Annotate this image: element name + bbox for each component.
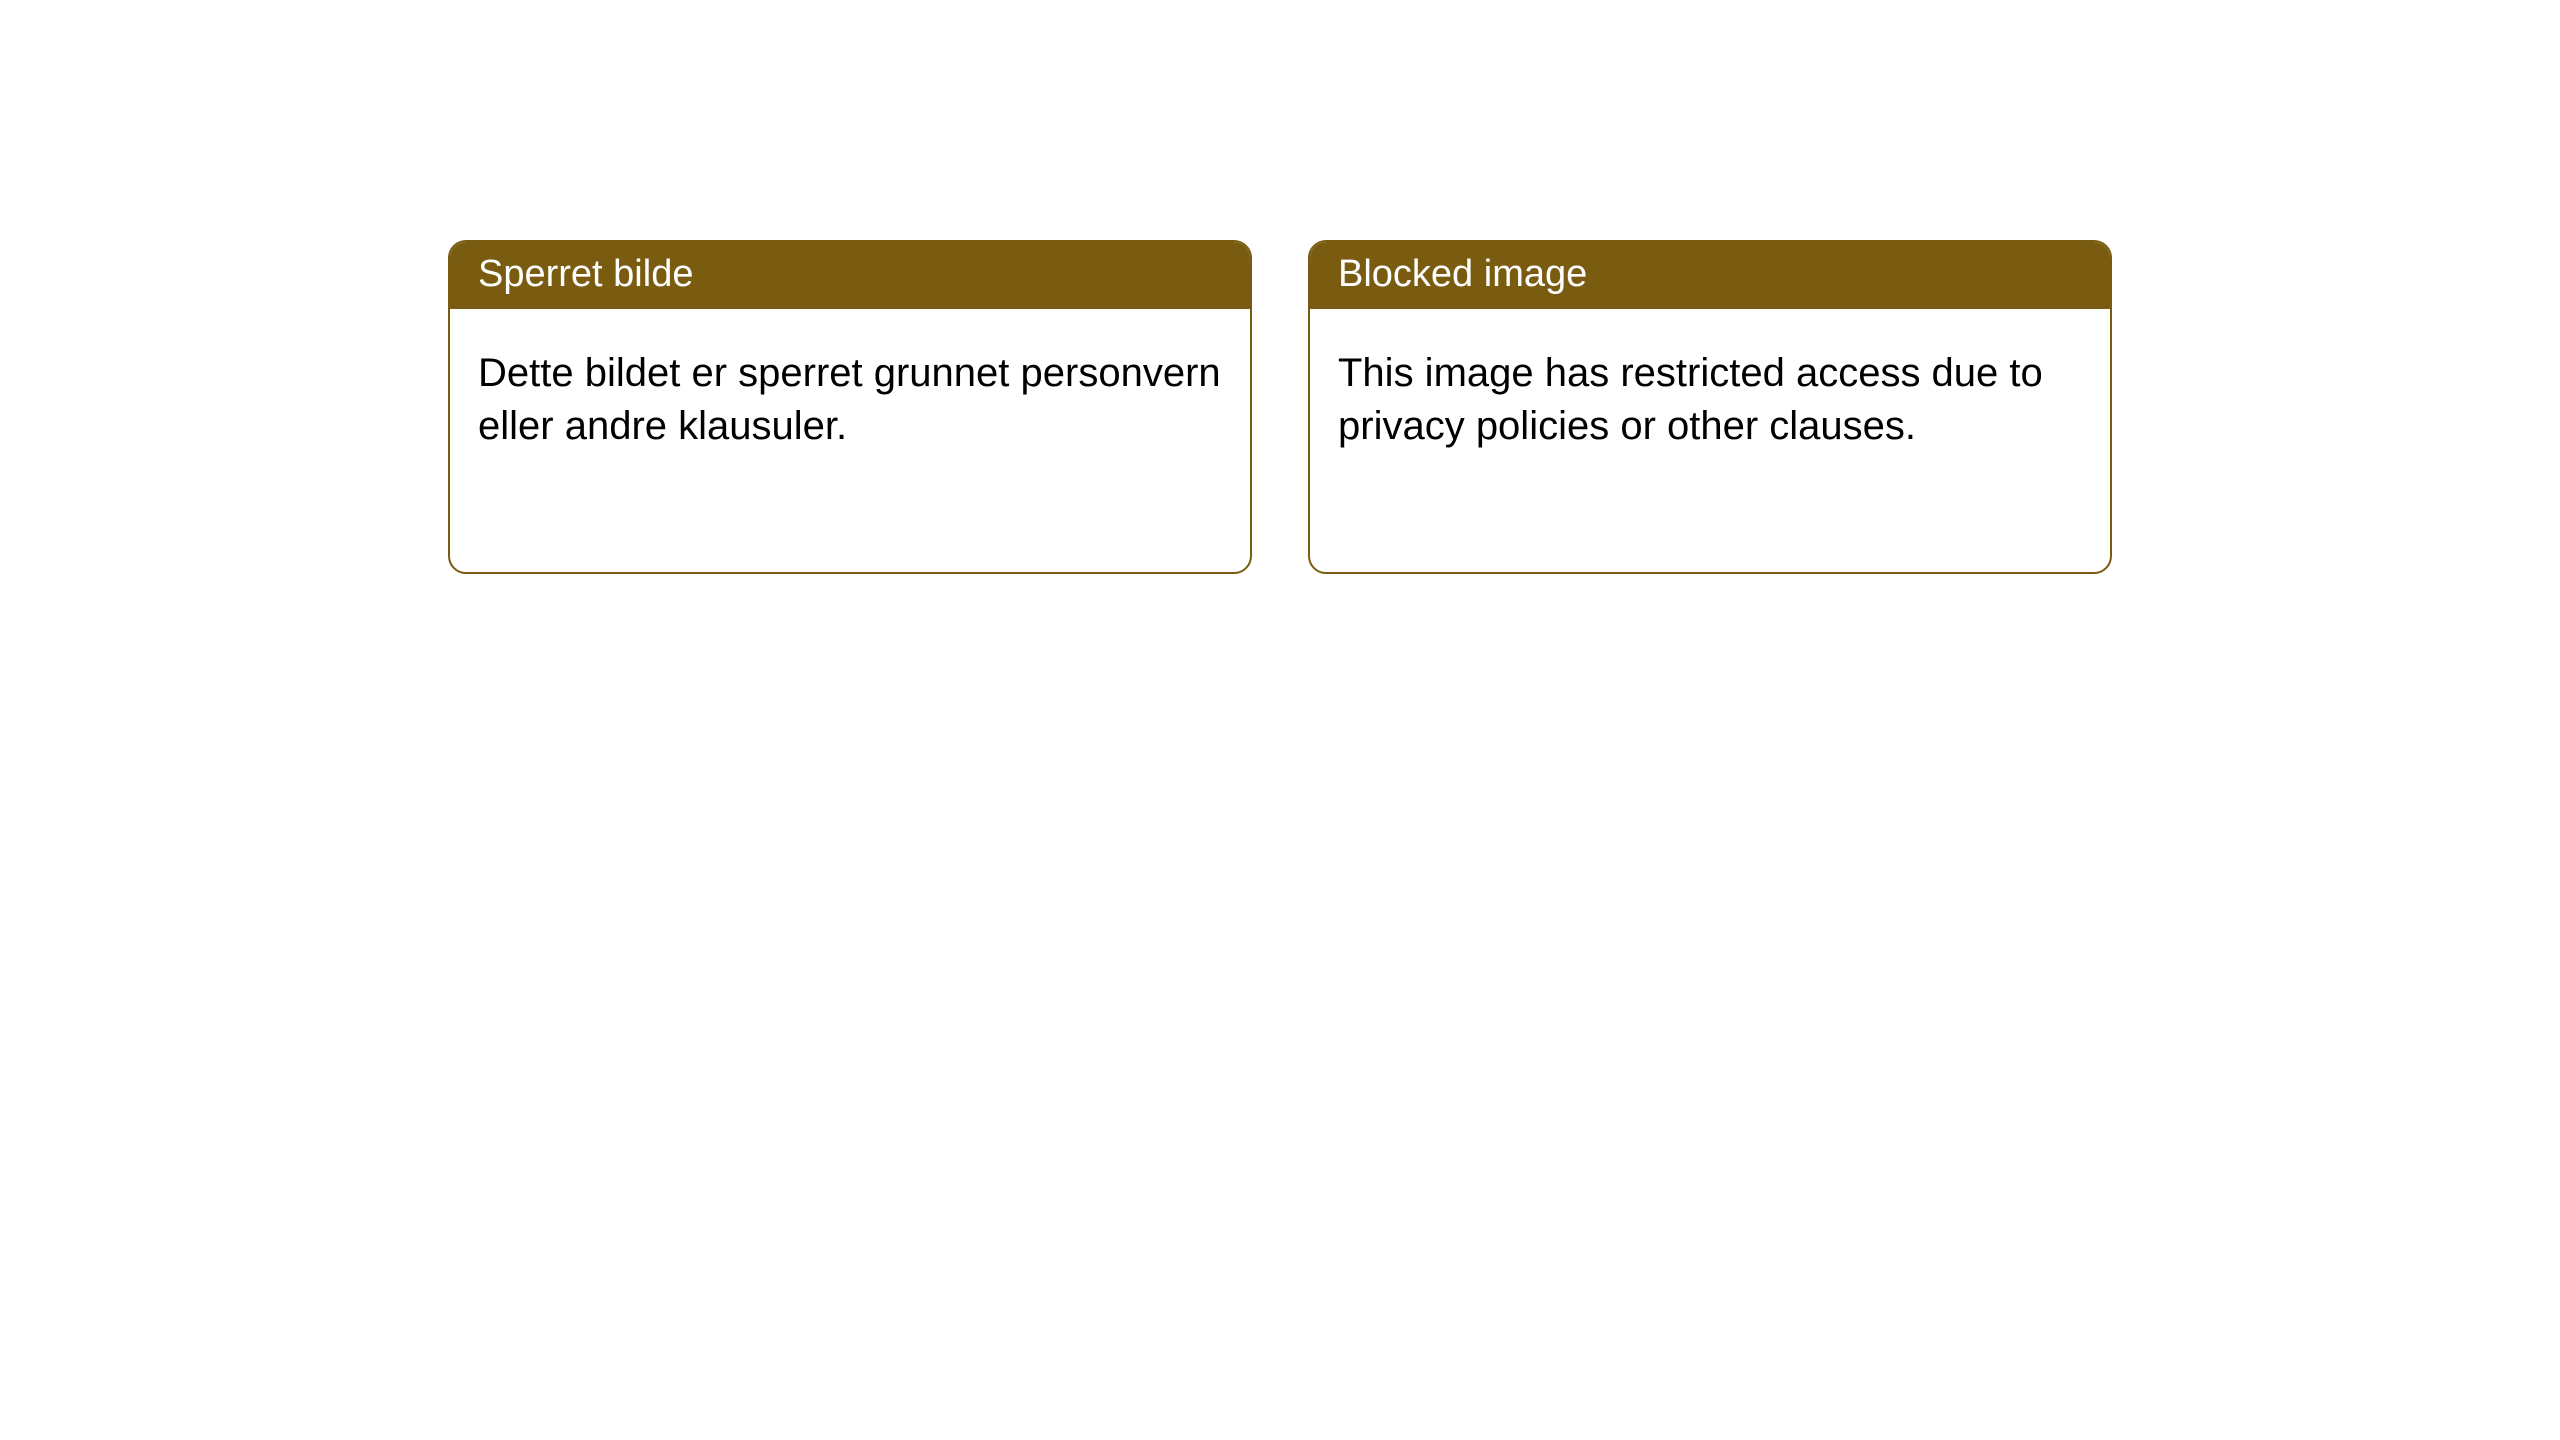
notice-card-norwegian: Sperret bilde Dette bildet er sperret gr…: [448, 240, 1252, 574]
notice-body: Dette bildet er sperret grunnet personve…: [450, 309, 1250, 491]
notice-card-english: Blocked image This image has restricted …: [1308, 240, 2112, 574]
notice-header: Sperret bilde: [450, 242, 1250, 309]
notice-container: Sperret bilde Dette bildet er sperret gr…: [0, 0, 2560, 574]
notice-body: This image has restricted access due to …: [1310, 309, 2110, 491]
notice-header: Blocked image: [1310, 242, 2110, 309]
